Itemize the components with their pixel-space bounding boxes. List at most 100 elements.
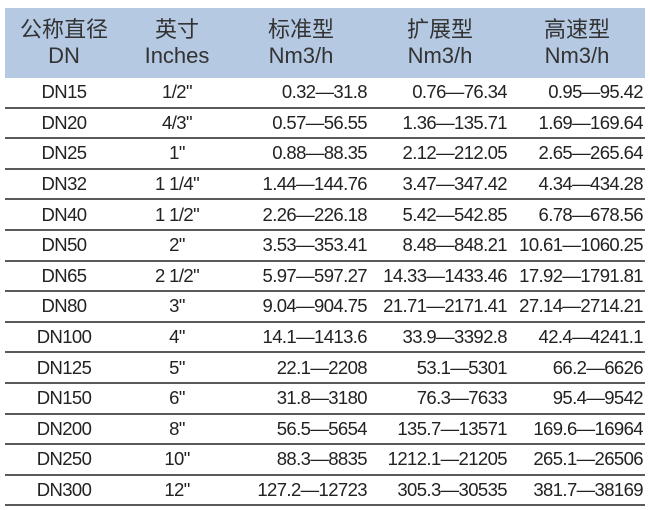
cell-dn: DN150	[36, 387, 92, 409]
cell-dn: DN25	[41, 142, 88, 164]
cell-inches: 1 1/4"	[154, 173, 200, 195]
table-row: DN125 5" 22.1—2208 53.1—5301 66.2—6626	[5, 353, 645, 384]
cell-inches: 12"	[164, 479, 190, 501]
cell-extended: 14.33—1433.46	[383, 264, 507, 286]
header-title: 扩展型	[406, 17, 473, 42]
table-row: DN65 2 1/2" 5.97—597.27 14.33—1433.46 17.92—…	[5, 262, 645, 293]
cell-standard: 3.53—353.41	[262, 234, 368, 256]
cell-dn: DN20	[41, 111, 88, 133]
cell-high-speed: 4.34—434.28	[538, 173, 644, 195]
cell-high-speed: 0.95—95.42	[548, 81, 643, 103]
header-title: 高速型	[543, 17, 610, 42]
header-sub: DN	[48, 43, 80, 68]
cell-high-speed: 66.2—6626	[552, 356, 644, 378]
header-standard: 标准型 Nm3/h	[231, 8, 371, 78]
header-dn: 公称直径 DN	[5, 8, 123, 78]
cell-inches: 4/3"	[162, 111, 192, 133]
cell-extended: 1.36—135.71	[402, 111, 508, 133]
cell-extended: 1212.1—21205	[387, 448, 508, 470]
cell-high-speed: 95.4—9542	[552, 387, 644, 409]
header-sub: Inches	[144, 43, 210, 68]
table-row: DN50 2" 3.53—353.41 8.48—848.21 10.61—1060.2…	[5, 231, 645, 262]
table-row: DN40 1 1/2" 2.26—226.18 5.42—542.85 6.78—678…	[5, 200, 645, 231]
cell-standard: 22.1—2208	[276, 356, 368, 378]
table-row: DN300 12" 127.2—12723 305.3—30535 381.7—3816…	[5, 476, 645, 507]
cell-high-speed: 42.4—4241.1	[538, 326, 644, 348]
cell-extended: 135.7—13571	[397, 417, 507, 439]
cell-high-speed: 6.78—678.56	[538, 203, 644, 225]
cell-high-speed: 27.14—2714.21	[519, 295, 643, 317]
cell-high-speed: 265.1—26506	[533, 448, 643, 470]
cell-extended: 5.42—542.85	[402, 203, 508, 225]
cell-high-speed: 1.69—169.64	[538, 111, 644, 133]
table-row: DN200 8" 56.5—5654 135.7—13571 169.6—16964	[5, 415, 645, 446]
cell-standard: 1.44—144.76	[262, 173, 368, 195]
header-sub: Nm3/h	[407, 43, 473, 68]
table-row: DN150 6" 31.8—3180 76.3—7633 95.4—9542	[5, 384, 645, 415]
table-row: DN25 1" 0.88—88.35 2.12—212.05 2.65—265.64	[5, 139, 645, 170]
cell-inches: 1"	[169, 142, 185, 164]
cell-extended: 2.12—212.05	[402, 142, 508, 164]
cell-inches: 3"	[169, 295, 185, 317]
cell-inches: 2 1/2"	[154, 264, 200, 286]
cell-standard: 9.04—904.75	[262, 295, 368, 317]
cell-standard: 2.26—226.18	[262, 203, 368, 225]
cell-dn: DN125	[36, 356, 92, 378]
cell-high-speed: 2.65—265.64	[538, 142, 644, 164]
cell-extended: 53.1—5301	[416, 356, 508, 378]
cell-extended: 3.47—347.42	[402, 173, 508, 195]
header-extended: 扩展型 Nm3/h	[371, 8, 509, 78]
cell-standard: 56.5—5654	[276, 417, 368, 439]
cell-inches: 8"	[169, 417, 185, 439]
table-row: DN20 4/3" 0.57—56.55 1.36—135.71 1.69—169.64	[5, 109, 645, 140]
cell-extended: 305.3—30535	[397, 479, 507, 501]
cell-dn: DN40	[41, 203, 88, 225]
header-inches: 英寸 Inches	[123, 8, 231, 78]
cell-standard: 0.32—31.8	[281, 81, 368, 103]
table-row: DN80 3" 9.04—904.75 21.71—2171.41 27.14—2714…	[5, 292, 645, 323]
cell-high-speed: 381.7—38169	[533, 479, 643, 501]
cell-extended: 33.9—3392.8	[402, 326, 508, 348]
cell-inches: 2"	[169, 234, 185, 256]
cell-standard: 0.57—56.55	[272, 111, 367, 133]
cell-inches: 5"	[169, 356, 185, 378]
cell-inches: 1 1/2"	[154, 203, 200, 225]
header-title: 公称直径	[19, 17, 108, 42]
cell-high-speed: 10.61—1060.25	[519, 234, 643, 256]
cell-dn: DN50	[41, 234, 88, 256]
cell-inches: 6"	[169, 387, 185, 409]
cell-standard: 5.97—597.27	[262, 264, 368, 286]
header-high-speed: 高速型 Nm3/h	[509, 8, 645, 78]
cell-standard: 14.1—1413.6	[262, 326, 368, 348]
header-title: 英寸	[154, 17, 199, 42]
cell-extended: 76.3—7633	[416, 387, 508, 409]
cell-dn: DN80	[41, 295, 88, 317]
cell-high-speed: 17.92—1791.81	[519, 264, 643, 286]
cell-dn: DN32	[41, 173, 88, 195]
table-body: DN15 1/2" 0.32—31.8 0.76—76.34 0.95—95.42 DN2…	[5, 78, 645, 507]
table-row: DN250 10" 88.3—8835 1212.1—21205 265.1—26506	[5, 445, 645, 476]
cell-dn: DN250	[36, 448, 92, 470]
header-title: 标准型	[267, 17, 334, 42]
table-row: DN32 1 1/4" 1.44—144.76 3.47—347.42 4.34—434…	[5, 170, 645, 201]
cell-dn: DN300	[36, 479, 92, 501]
cell-inches: 10"	[164, 448, 190, 470]
cell-standard: 31.8—3180	[276, 387, 368, 409]
cell-high-speed: 169.6—16964	[533, 417, 643, 439]
cell-dn: DN15	[41, 81, 88, 103]
cell-standard: 127.2—12723	[257, 479, 367, 501]
cell-extended: 21.71—2171.41	[383, 295, 507, 317]
table-row: DN100 4" 14.1—1413.6 33.9—3392.8 42.4—4241.1	[5, 323, 645, 354]
cell-dn: DN100	[36, 326, 92, 348]
header-sub: Nm3/h	[544, 43, 610, 68]
cell-inches: 4"	[169, 326, 185, 348]
table-header: 公称直径 DN 英寸 Inches 标准型 Nm3/h 扩展型 Nm3/h 高速型 Nm3…	[5, 8, 645, 78]
cell-extended: 0.76—76.34	[412, 81, 507, 103]
cell-dn: DN65	[41, 264, 88, 286]
table-row: DN15 1/2" 0.32—31.8 0.76—76.34 0.95—95.42	[5, 78, 645, 109]
cell-inches: 1/2"	[162, 81, 192, 103]
cell-dn: DN200	[36, 417, 92, 439]
header-sub: Nm3/h	[268, 43, 334, 68]
cell-extended: 8.48—848.21	[402, 234, 508, 256]
cell-standard: 88.3—8835	[276, 448, 368, 470]
